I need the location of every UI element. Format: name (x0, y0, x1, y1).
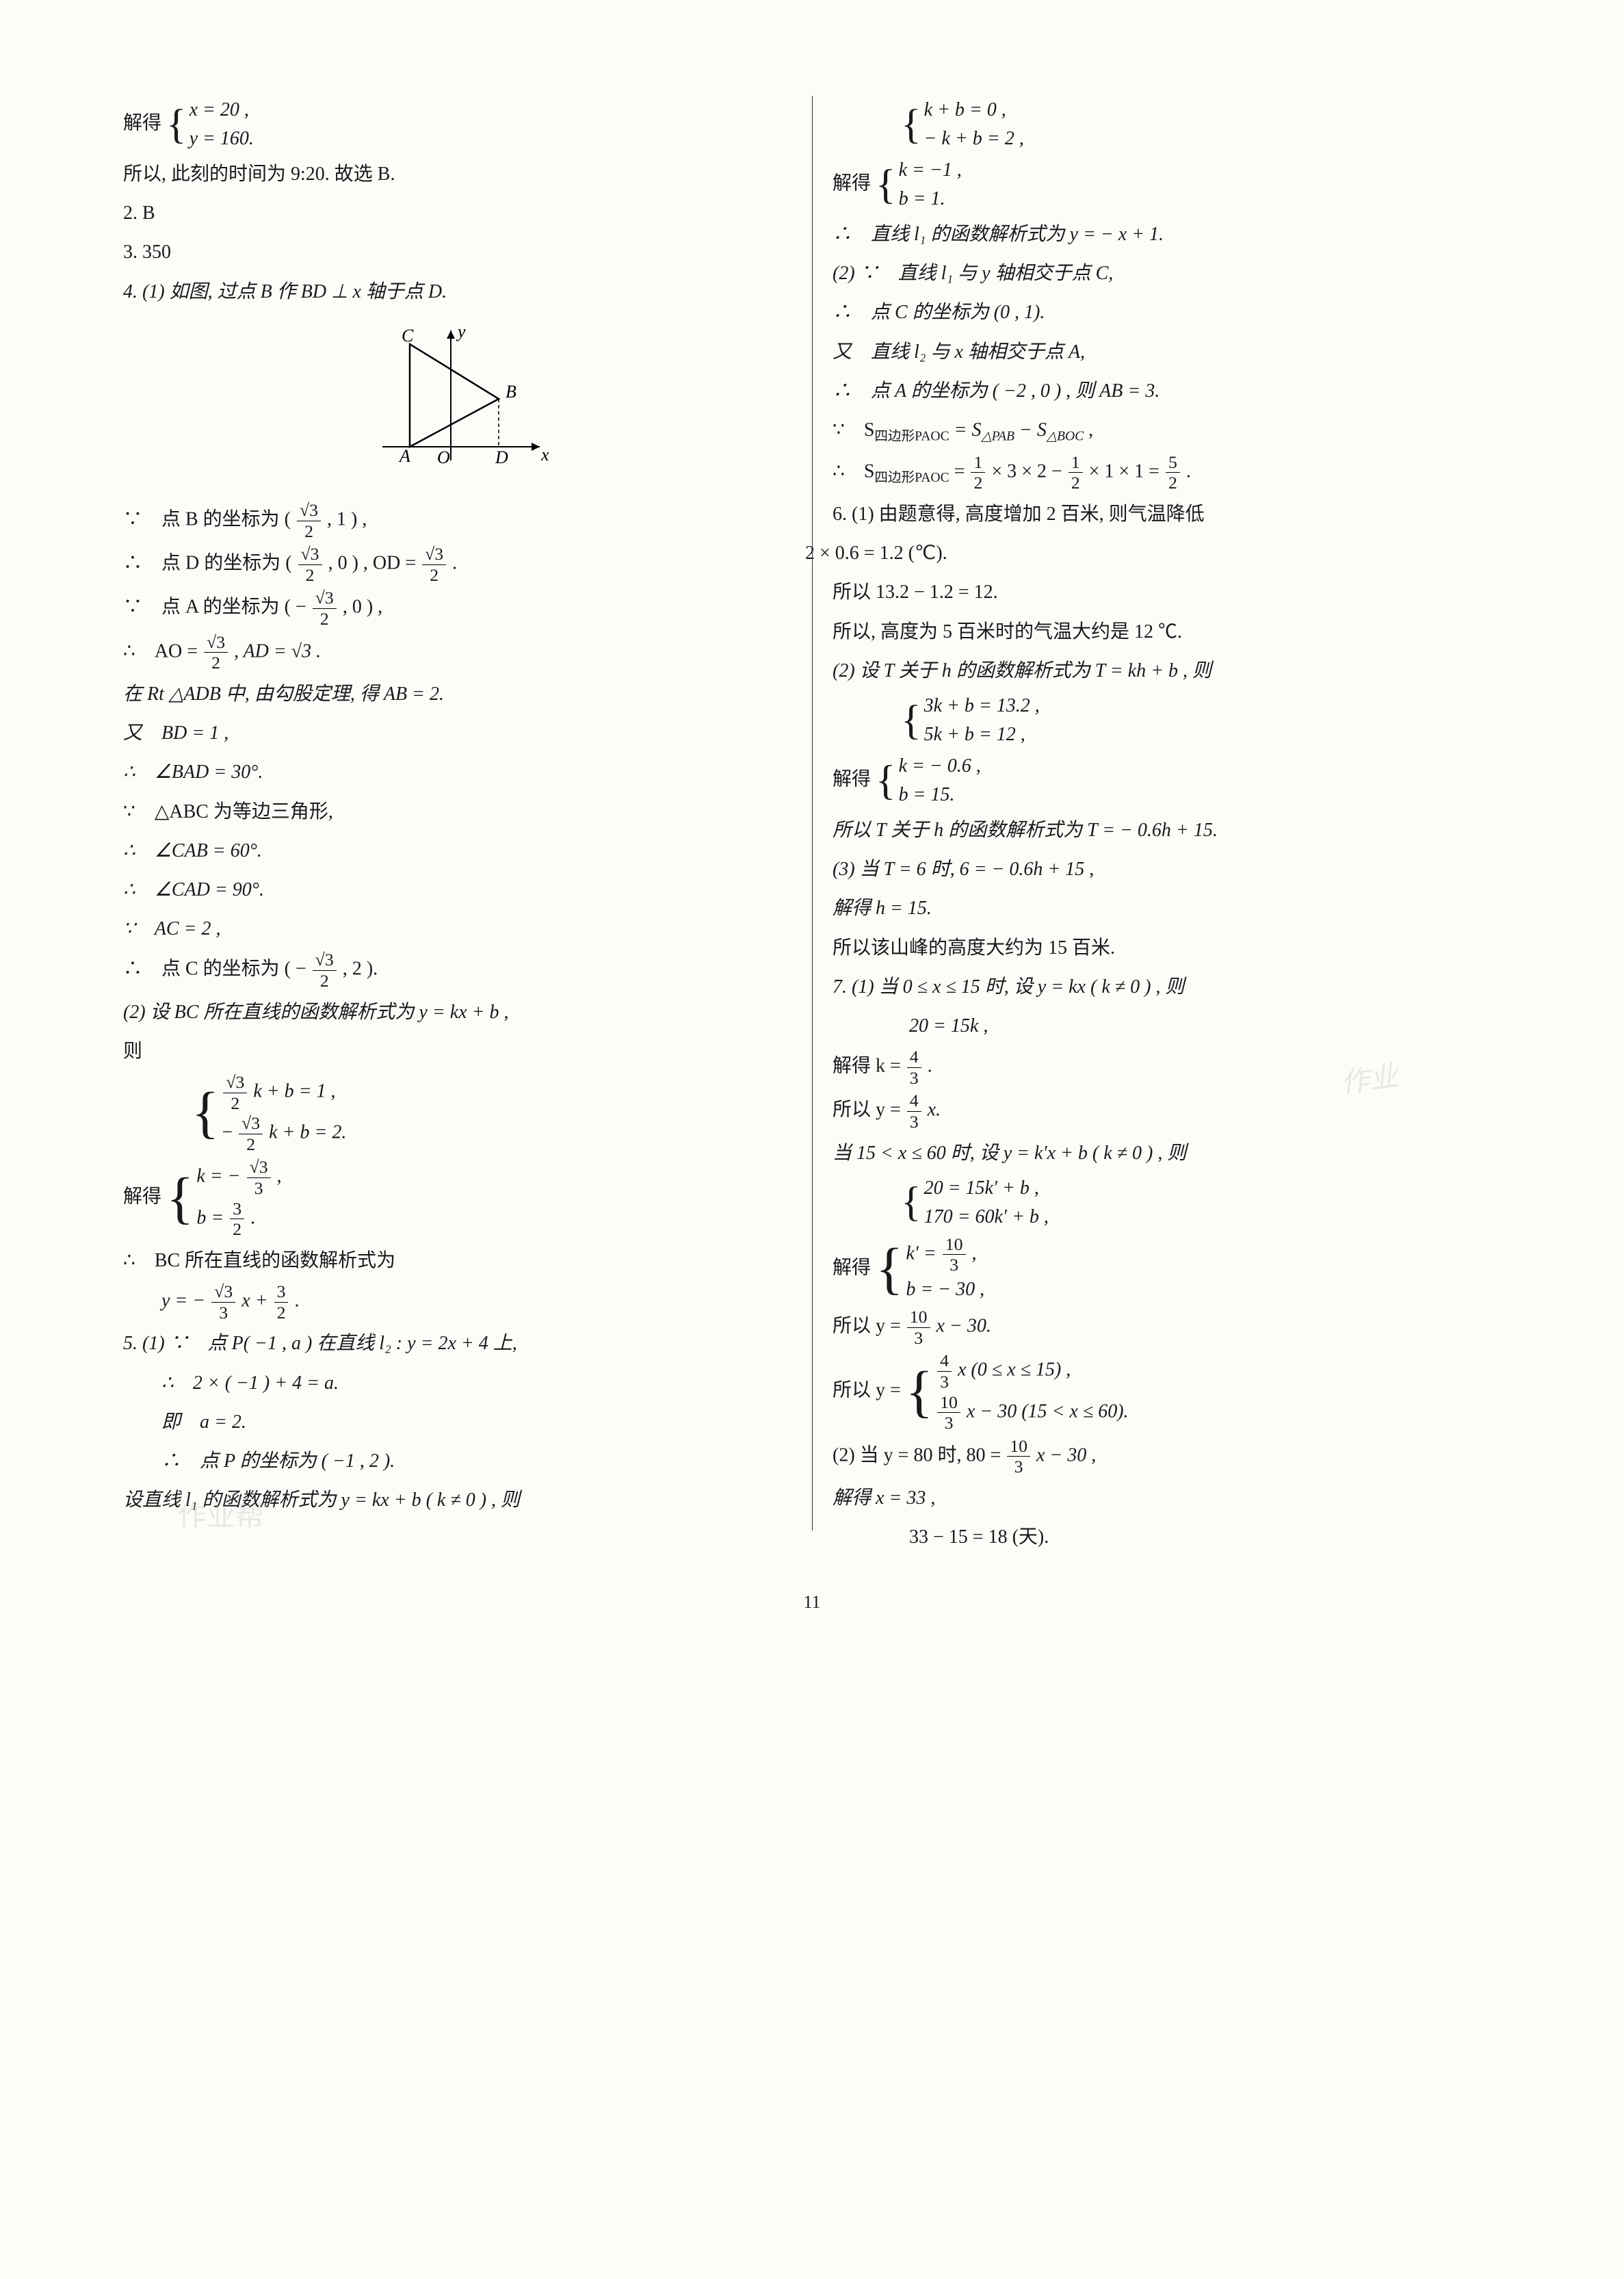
r12: 所以 13.2 − 1.2 = 12. (833, 574, 1501, 610)
l12: ∴ ∠BAD = 30°. (123, 754, 791, 790)
column-divider (812, 96, 813, 1531)
l23: y = − √33 x + 32 . (123, 1281, 791, 1323)
l17: ∴ 点 C 的坐标为 ( − √32 , 2 ). (123, 950, 791, 991)
svg-text:x: x (540, 445, 549, 465)
page-content: 作业 作业帮 解得 { x = 20 , y = 160. 所以, 此刻的时间为… (123, 96, 1501, 1558)
sys-top: x = 20 , (189, 99, 249, 120)
r15: { 3k + b = 13.2 , 5k + b = 12 , (833, 692, 1501, 749)
r30: (2) 当 y = 80 时, 80 = 103 x − 30 , (833, 1436, 1501, 1477)
r6: 又 直线 l₂ 与 x 轴相交于点 A, (833, 334, 1501, 370)
r9: ∴ S四边形PAOC = 12 × 3 × 2 − 12 × 1 × 1 = 5… (833, 452, 1501, 493)
text: 解得 (123, 112, 166, 133)
r11: 2 × 0.6 = 1.2 (℃). (805, 535, 1501, 571)
r10: 6. (1) 由题意得, 高度增加 2 百米, 则气温降低 (833, 496, 1501, 532)
r20: 所以该山峰的高度大约为 15 百米. (833, 930, 1501, 966)
l2: 所以, 此刻的时间为 9:20. 故选 B. (123, 156, 791, 192)
r2: 解得 { k = −1 , b = 1. (833, 156, 1501, 213)
left-column: 解得 { x = 20 , y = 160. 所以, 此刻的时间为 9:20. … (123, 96, 791, 1558)
r4: (2) ∵ 直线 l₁ 与 y 轴相交于点 C, (833, 255, 1501, 291)
r17: 所以 T 关于 h 的函数解析式为 T = − 0.6h + 15. (833, 812, 1501, 848)
r16: 解得 { k = − 0.6 , b = 15. (833, 752, 1501, 809)
l6: ∵ 点 B 的坐标为 ( √32 , 1 ) , (123, 500, 791, 541)
r3: ∴ 直线 l₁ 的函数解析式为 y = − x + 1. (833, 216, 1501, 252)
l11: 又 BD = 1 , (123, 715, 791, 751)
svg-text:A: A (398, 446, 410, 466)
r22: 20 = 15k , (833, 1008, 1501, 1044)
l14: ∴ ∠CAB = 60°. (123, 833, 791, 869)
l3: 2. B (123, 195, 791, 231)
l15: ∴ ∠CAD = 90°. (123, 872, 791, 908)
r23: 解得 k = 43 . (833, 1047, 1501, 1088)
l8: ∵ 点 A 的坐标为 ( − √32 , 0 ) , (123, 588, 791, 629)
l13: ∵ △ABC 为等边三角形, (123, 794, 791, 830)
r18: (3) 当 T = 6 时, 6 = − 0.6h + 15 , (833, 851, 1501, 887)
r1: { k + b = 0 , − k + b = 2 , (833, 96, 1501, 153)
l4: 3. 350 (123, 234, 791, 270)
triangle-figure: C B A O D x y (123, 324, 791, 486)
r14: (2) 设 T 关于 h 的函数解析式为 T = kh + b , 则 (833, 653, 1501, 689)
l28: 设直线 l₁ 的函数解析式为 y = kx + b ( k ≠ 0 ) , 则 (123, 1482, 791, 1518)
r7: ∴ 点 A 的坐标为 ( −2 , 0 ) , 则 AB = 3. (833, 373, 1501, 409)
r31: 解得 x = 33 , (833, 1480, 1501, 1516)
l10: 在 Rt △ADB 中, 由勾股定理, 得 AB = 2. (123, 676, 791, 712)
l22: ∴ BC 所在直线的函数解析式为 (123, 1242, 791, 1279)
r24: 所以 y = 43 x. (833, 1091, 1501, 1132)
r32: 33 − 15 = 18 (天). (833, 1519, 1501, 1555)
r21: 7. (1) 当 0 ≤ x ≤ 15 时, 设 y = kx ( k ≠ 0 … (833, 969, 1501, 1005)
l7: ∴ 点 D 的坐标为 ( √32 , 0 ) , OD = √32 . (123, 544, 791, 585)
l5: 4. (1) 如图, 过点 B 作 BD ⊥ x 轴于点 D. (123, 274, 791, 310)
svg-text:y: y (456, 324, 466, 341)
page-number: 11 (123, 1585, 1501, 1619)
l26: 即 a = 2. (123, 1404, 791, 1440)
r19: 解得 h = 15. (833, 890, 1501, 926)
r29: 所以 y = { 43 x (0 ≤ x ≤ 15) , 103 x − 30 … (833, 1351, 1501, 1433)
l1: 解得 { x = 20 , y = 160. (123, 96, 791, 153)
l18: (2) 设 BC 所在直线的函数解析式为 y = kx + b , (123, 994, 791, 1030)
l25: ∴ 2 × ( −1 ) + 4 = a. (123, 1365, 791, 1401)
l9: ∴ AO = √32 , AD = √3 . (123, 632, 791, 673)
r27: 解得 { k′ = 103 , b = − 30 , (833, 1234, 1501, 1304)
svg-text:C: C (402, 326, 414, 346)
l21: 解得 { k = − √33 , b = 32 . (123, 1157, 791, 1240)
l16: ∵ AC = 2 , (123, 911, 791, 947)
svg-text:D: D (495, 447, 508, 467)
right-column: { k + b = 0 , − k + b = 2 , 解得 { k = −1 … (833, 96, 1501, 1558)
r26: { 20 = 15k′ + b , 170 = 60k′ + b , (833, 1174, 1501, 1232)
svg-text:O: O (437, 447, 450, 467)
r8: ∵ S四边形PAOC = S△PAB − S△BOC , (833, 412, 1501, 450)
l27: ∴ 点 P 的坐标为 ( −1 , 2 ). (123, 1443, 791, 1479)
r25: 当 15 < x ≤ 60 时, 设 y = k′x + b ( k ≠ 0 )… (833, 1135, 1501, 1171)
r13: 所以, 高度为 5 百米时的气温大约是 12 ℃. (833, 614, 1501, 650)
l20: { √32 k + b = 1 , − √32 k + b = 2. (123, 1072, 791, 1155)
r28: 所以 y = 103 x − 30. (833, 1307, 1501, 1348)
l24: 5. (1) ∵ 点 P( −1 , a ) 在直线 l₂ : y = 2x +… (123, 1325, 791, 1362)
sys-bot: y = 160. (189, 128, 254, 149)
l19: 则 (123, 1033, 791, 1069)
r5: ∴ 点 C 的坐标为 (0 , 1). (833, 294, 1501, 330)
svg-text:B: B (506, 382, 516, 402)
